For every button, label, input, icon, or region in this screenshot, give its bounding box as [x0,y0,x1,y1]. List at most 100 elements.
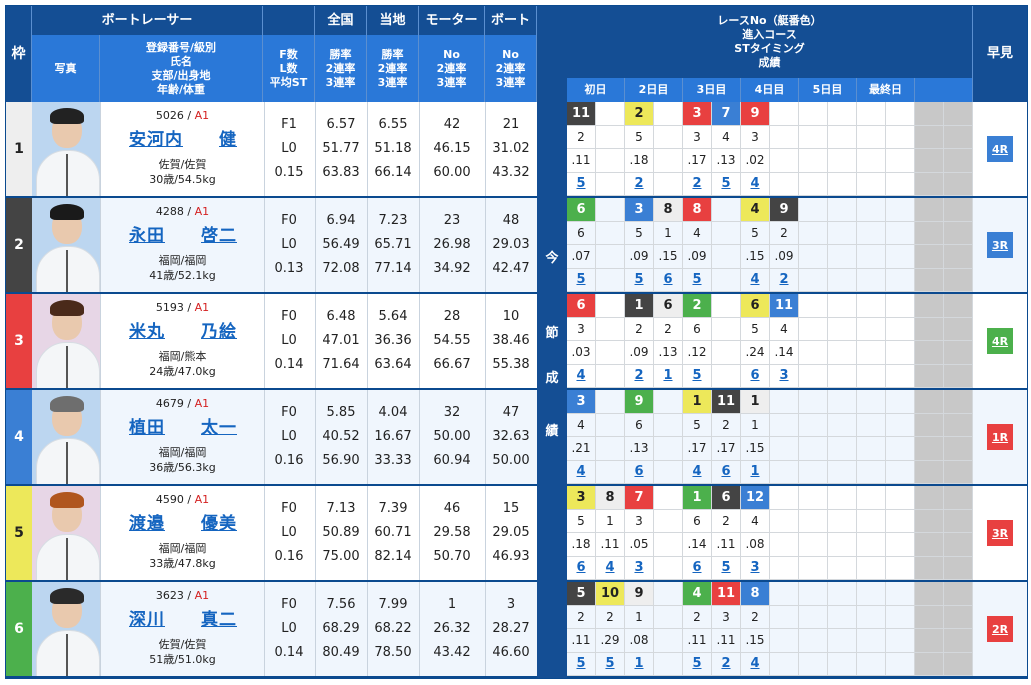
racer-name-link[interactable]: 安河内 健 [101,125,264,150]
race-result-link[interactable]: 5 [567,172,596,196]
race-number-badge[interactable]: 3 [625,198,654,222]
race-number-badge[interactable]: 9 [625,582,654,606]
race-cell-empty [857,582,886,606]
race-cell-empty [799,149,828,173]
race-number-badge[interactable]: 11 [712,582,741,606]
stat-fls: F1 L0 0.15 [263,102,316,196]
stat-value: 43.32 [492,165,530,180]
hayami-race-button[interactable]: 4R [987,328,1013,354]
race-result-link[interactable]: 4 [741,652,770,676]
race-number-badge[interactable]: 2 [625,102,654,126]
racer-photo[interactable] [32,294,100,388]
entry-course: 1 [654,221,683,245]
race-number-badge[interactable]: 9 [625,390,654,414]
race-result-link[interactable]: 6 [741,364,770,388]
race-result-link[interactable]: 4 [741,268,770,292]
racer-name-link[interactable]: 渡邉 優美 [101,509,264,534]
race-result-link[interactable]: 5 [683,652,712,676]
race-number-badge[interactable]: 8 [596,486,625,510]
race-number-badge[interactable]: 10 [596,582,625,606]
race-result-link[interactable]: 6 [567,556,596,580]
racer-row: 4 4679 / A1 植田 太一 福岡/福岡 36歳/56.3kg F0 L0 0.1… [6,390,1027,486]
race-number-badge[interactable]: 11 [567,102,596,126]
race-number-badge[interactable]: 11 [712,390,741,414]
race-result-link[interactable]: 4 [596,556,625,580]
race-number-badge[interactable]: 12 [741,486,770,510]
stat-loc: 7.39 60.71 82.14 [367,486,420,580]
race-result-link[interactable]: 2 [712,652,741,676]
stat-value: F1 [281,117,297,132]
race-number-badge[interactable]: 6 [654,294,683,318]
stat-value: 3 [506,597,516,612]
race-result-link[interactable]: 4 [683,460,712,484]
race-result-link[interactable]: 6 [625,460,654,484]
race-number-badge[interactable]: 1 [683,390,712,414]
hayami-race-button[interactable]: 1R [987,424,1013,450]
race-number-badge[interactable]: 6 [567,294,596,318]
race-result-link[interactable]: 3 [625,556,654,580]
race-result-link[interactable]: 6 [683,556,712,580]
race-cell-empty [799,629,828,653]
hayami-race-button[interactable]: 3R [987,232,1013,258]
race-result-link[interactable]: 2 [625,364,654,388]
race-number-badge[interactable]: 7 [712,102,741,126]
racer-name-link[interactable]: 永田 啓二 [101,221,264,246]
racer-photo[interactable] [32,102,100,196]
race-result-link[interactable]: 6 [712,460,741,484]
race-number-badge[interactable]: 5 [567,582,596,606]
race-result-link[interactable]: 4 [567,460,596,484]
race-number-badge[interactable]: 9 [770,198,799,222]
race-number-badge[interactable]: 7 [625,486,654,510]
racer-photo[interactable] [32,582,100,676]
race-number-badge[interactable]: 8 [654,198,683,222]
hayami-race-button[interactable]: 4R [987,136,1013,162]
race-result-link[interactable]: 2 [683,172,712,196]
race-number-badge[interactable]: 6 [567,198,596,222]
race-number-badge[interactable]: 6 [712,486,741,510]
hayami-race-button[interactable]: 2R [987,616,1013,642]
race-result-link[interactable]: 2 [770,268,799,292]
race-number-badge[interactable]: 8 [683,198,712,222]
race-cell-empty [944,268,973,292]
race-number-badge[interactable]: 1 [741,390,770,414]
race-cell-empty [596,268,625,292]
race-cell-empty [596,390,625,414]
racer-name-link[interactable]: 植田 太一 [101,413,264,438]
racer-name-link[interactable]: 深川 真二 [101,605,264,630]
race-result-link[interactable]: 5 [712,172,741,196]
race-number-badge[interactable]: 3 [567,486,596,510]
race-number-badge[interactable]: 6 [741,294,770,318]
race-result-link[interactable]: 5 [596,652,625,676]
race-number-badge[interactable]: 3 [567,390,596,414]
hayami-race-button[interactable]: 3R [987,520,1013,546]
race-number-badge[interactable]: 3 [683,102,712,126]
racer-photo[interactable] [32,198,100,292]
race-number-badge[interactable]: 2 [683,294,712,318]
race-result-link[interactable]: 1 [654,364,683,388]
race-result-link[interactable]: 6 [654,268,683,292]
race-number-badge[interactable]: 11 [770,294,799,318]
race-result-link[interactable]: 1 [625,652,654,676]
race-result-link[interactable]: 5 [683,364,712,388]
race-result-link[interactable]: 5 [625,268,654,292]
race-result-link[interactable]: 5 [567,268,596,292]
racer-photo[interactable] [32,390,100,484]
race-number-badge[interactable]: 4 [741,198,770,222]
race-number-badge[interactable]: 8 [741,582,770,606]
entry-course: 5 [625,221,654,245]
race-result-link[interactable]: 4 [567,364,596,388]
race-result-link[interactable]: 5 [567,652,596,676]
race-result-link[interactable]: 1 [741,460,770,484]
race-result-link[interactable]: 3 [741,556,770,580]
race-result-link[interactable]: 5 [712,556,741,580]
race-result-link[interactable]: 4 [741,172,770,196]
race-number-badge[interactable]: 1 [625,294,654,318]
racer-photo[interactable] [32,486,100,580]
race-result-link[interactable]: 5 [683,268,712,292]
race-number-badge[interactable]: 4 [683,582,712,606]
race-number-badge[interactable]: 9 [741,102,770,126]
racer-name-link[interactable]: 米丸 乃絵 [101,317,264,342]
race-result-link[interactable]: 2 [625,172,654,196]
race-number-badge[interactable]: 1 [683,486,712,510]
race-result-link[interactable]: 3 [770,364,799,388]
